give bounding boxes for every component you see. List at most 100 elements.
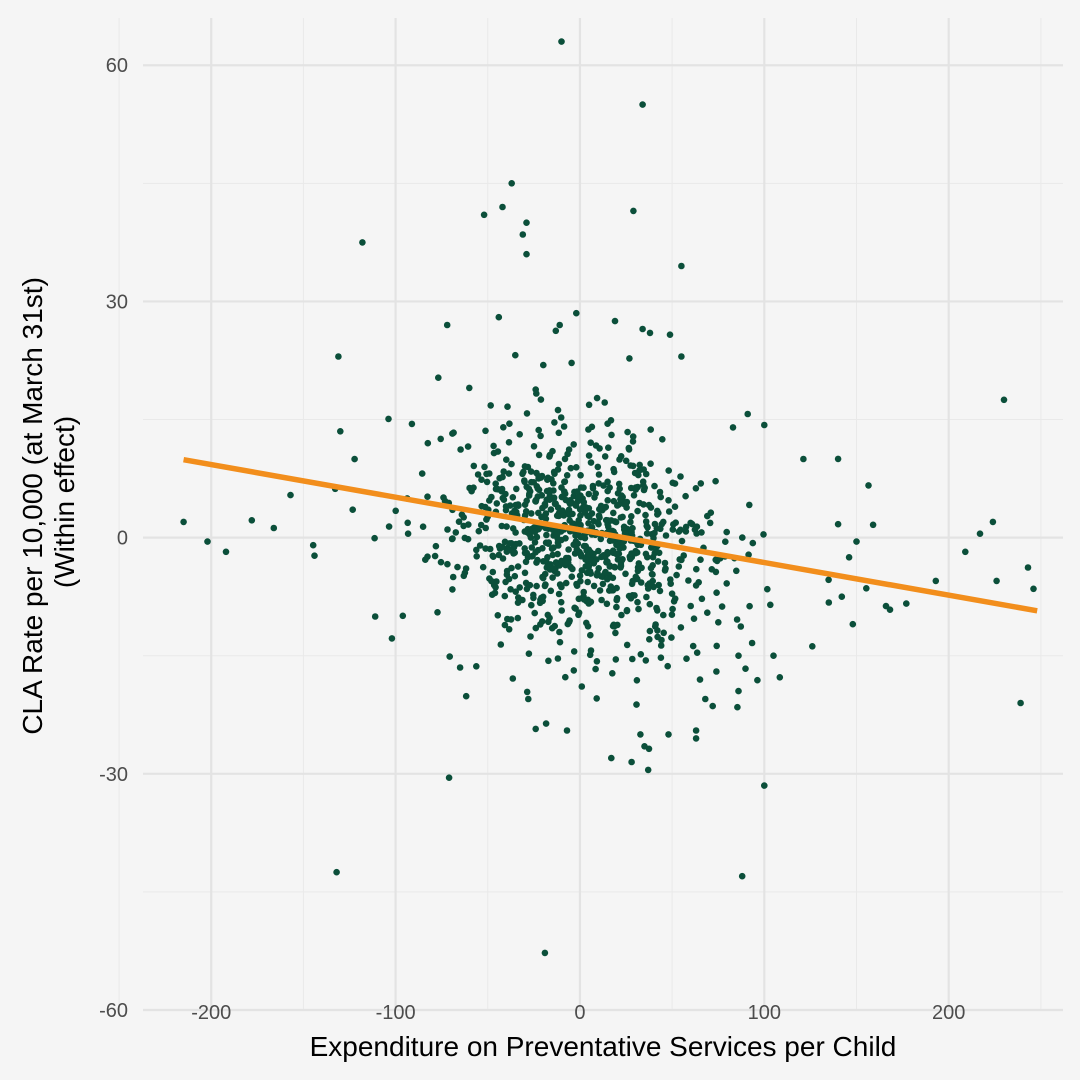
data-point <box>718 603 726 610</box>
data-point <box>580 588 587 596</box>
data-point <box>573 464 580 471</box>
data-point <box>473 663 480 670</box>
data-point <box>715 619 722 626</box>
data-point <box>549 574 556 581</box>
data-point <box>457 446 464 453</box>
data-point <box>337 428 344 435</box>
data-point <box>498 485 506 493</box>
data-point <box>761 421 768 429</box>
data-point <box>735 652 742 659</box>
data-point <box>561 478 568 486</box>
data-point <box>693 530 700 537</box>
data-point <box>388 635 396 642</box>
data-point <box>588 510 596 517</box>
data-point <box>371 613 379 620</box>
data-point <box>595 512 603 519</box>
data-point <box>458 511 466 518</box>
data-point <box>636 461 643 469</box>
data-point <box>550 468 558 476</box>
data-point <box>588 423 596 431</box>
data-point <box>577 521 584 529</box>
data-point <box>555 429 563 437</box>
data-point <box>976 530 984 537</box>
data-point <box>444 560 451 568</box>
data-point <box>617 496 624 503</box>
data-point <box>631 469 639 477</box>
data-point <box>528 510 535 517</box>
data-point <box>461 534 469 542</box>
data-point <box>932 577 940 585</box>
data-point <box>359 239 366 246</box>
data-point <box>556 638 564 646</box>
data-point <box>593 658 601 665</box>
data-point <box>481 463 488 471</box>
data-point <box>452 529 460 536</box>
data-point <box>665 731 672 738</box>
data-point <box>621 524 629 532</box>
data-point <box>657 493 664 501</box>
data-point <box>646 600 654 608</box>
data-point <box>713 589 720 596</box>
data-point <box>500 468 508 475</box>
data-point <box>582 556 589 563</box>
data-point <box>500 424 507 431</box>
data-point <box>371 534 378 542</box>
data-point <box>580 596 588 603</box>
data-point <box>634 598 641 606</box>
data-point <box>480 211 488 219</box>
data-point <box>962 548 969 556</box>
data-point <box>596 587 604 594</box>
data-point <box>989 518 997 526</box>
data-point <box>525 650 533 657</box>
data-point <box>580 542 588 550</box>
data-point <box>503 571 511 578</box>
data-point <box>654 607 661 614</box>
data-point <box>418 470 426 477</box>
data-point <box>658 520 665 528</box>
data-point <box>534 556 541 564</box>
data-point <box>665 467 672 474</box>
data-point <box>553 531 561 538</box>
data-point <box>764 585 771 593</box>
data-point <box>595 565 602 572</box>
data-point <box>523 250 530 258</box>
data-point <box>776 674 784 681</box>
data-point <box>903 600 910 607</box>
data-point <box>483 478 491 486</box>
data-point <box>444 526 451 533</box>
data-point <box>644 585 652 592</box>
data-point <box>642 518 650 525</box>
data-point <box>539 545 546 552</box>
data-point <box>605 444 612 452</box>
data-point <box>882 602 890 610</box>
data-point <box>523 410 531 417</box>
data-point <box>470 462 478 470</box>
data-point <box>668 590 676 597</box>
data-point <box>309 541 317 549</box>
data-point <box>608 431 615 439</box>
data-point <box>612 656 620 663</box>
y-axis-title-line-2: (Within effect) <box>49 416 80 588</box>
data-point <box>456 664 464 671</box>
data-point <box>628 528 635 536</box>
data-point <box>542 720 550 727</box>
data-point <box>678 537 686 545</box>
data-point <box>547 506 555 513</box>
data-point <box>432 542 440 550</box>
data-point <box>645 501 653 509</box>
x-tick-label: 200 <box>932 1002 965 1024</box>
data-point <box>673 571 680 579</box>
data-point <box>648 570 656 578</box>
data-point <box>539 574 547 582</box>
data-point <box>678 353 685 360</box>
data-point <box>637 579 645 586</box>
data-point <box>424 493 431 501</box>
data-point <box>586 651 594 659</box>
data-point <box>693 565 700 573</box>
data-point <box>675 528 683 535</box>
data-point <box>625 444 633 452</box>
data-point <box>664 662 671 670</box>
data-point <box>643 593 650 601</box>
data-point <box>495 313 503 321</box>
data-point <box>523 688 531 696</box>
